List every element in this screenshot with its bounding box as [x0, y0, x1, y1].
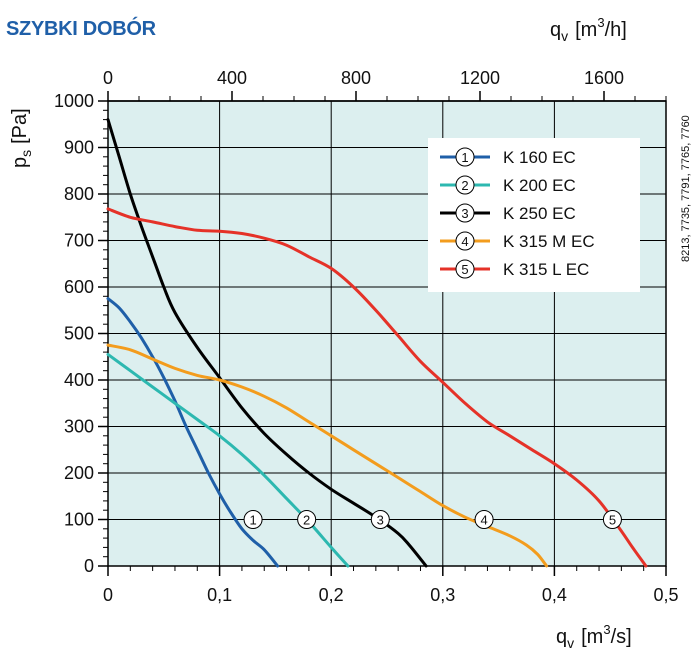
series-marker-label-2: 2: [303, 513, 310, 528]
series-marker-label-5: 5: [609, 513, 616, 528]
legend-marker-label-5: 5: [461, 262, 468, 277]
series-markers: 1 2 3 4 5: [243, 510, 622, 529]
page-title: SZYBKI DOBÓR: [6, 18, 156, 40]
series-marker-1: [243, 510, 263, 529]
y-tick-label: 1000: [54, 91, 94, 111]
legend-entry-3: K 250 EC: [503, 204, 576, 223]
y-tick-label: 200: [64, 463, 94, 483]
legend-entry-4: K 315 M EC: [503, 232, 595, 251]
x-tick-label: 0,2: [319, 585, 344, 605]
x-tick-label: 0: [103, 585, 113, 605]
series-marker-label-3: 3: [377, 513, 384, 528]
legend-entry-1: K 160 EC: [503, 148, 576, 167]
y-tick-label: 700: [64, 231, 94, 251]
legend-marker-3: [455, 203, 475, 223]
legend-marker-5: [455, 259, 475, 279]
axis-ticks: [98, 91, 667, 576]
y-tick-label: 800: [64, 184, 94, 204]
x-tick-label: 0,1: [207, 585, 232, 605]
legend-marker-label-4: 4: [461, 234, 468, 249]
y-tick-label: 100: [64, 510, 94, 530]
top-tick-label: 0: [103, 68, 113, 88]
legend-marker-label-2: 2: [461, 178, 468, 193]
y-tick-label: 900: [64, 138, 94, 158]
top-tick-label: 400: [217, 68, 247, 88]
y-axis-label: ps[Pa]: [9, 108, 34, 168]
top-axis-label: qv [m3/h]: [550, 15, 627, 44]
series-marker-5: [602, 510, 622, 529]
legend: 1 K 160 EC 2 K 200 EC 3 K 250 EC 4 K 315 M EC 5 K…: [428, 138, 640, 292]
y-tick-label: 600: [64, 277, 94, 297]
y-tick-label: 300: [64, 417, 94, 437]
x-tick-label: 0,4: [542, 585, 567, 605]
series-line-5: [106, 207, 648, 568]
legend-marker-label-1: 1: [461, 150, 468, 165]
y-tick-label: 400: [64, 370, 94, 390]
top-tick-label: 1200: [460, 68, 500, 88]
series-marker-2: [297, 510, 317, 529]
series-line-4: [106, 343, 549, 568]
y-tick-label: 500: [64, 324, 94, 344]
legend-marker-4: [455, 231, 475, 251]
legend-marker-2: [455, 175, 475, 195]
legend-entry-5: K 315 L EC: [503, 260, 589, 279]
x-tick-label: 0,3: [430, 585, 455, 605]
top-tick-label: 800: [341, 68, 371, 88]
side-code: 8213, 7735, 7791, 7765, 7760: [680, 115, 692, 262]
legend-marker-label-3: 3: [461, 206, 468, 221]
tick-labels: 0 100 200 300 400 500 600 700 800 900 1000 0 0,1 0,2 0…: [54, 68, 679, 605]
x-axis-label: qv [m3/s]: [556, 622, 632, 651]
series-marker-label-4: 4: [480, 513, 487, 528]
series-marker-4: [474, 510, 494, 529]
y-tick-label: 0: [84, 556, 94, 576]
x-tick-label: 0,5: [653, 585, 678, 605]
top-tick-label: 1600: [584, 68, 624, 88]
series-marker-label-1: 1: [249, 513, 256, 528]
series-marker-3: [370, 510, 390, 529]
legend-marker-1: [455, 147, 475, 167]
series-line-1: [106, 297, 280, 568]
legend-entry-2: K 200 EC: [503, 176, 576, 195]
